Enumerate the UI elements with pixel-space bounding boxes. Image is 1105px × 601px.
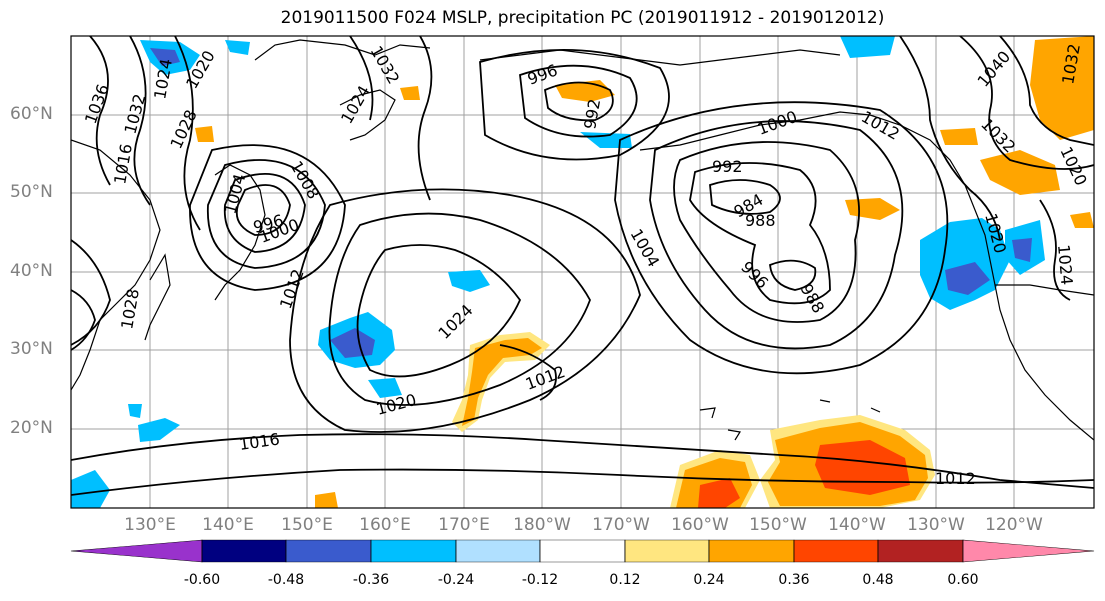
precip-negative-area: [945, 262, 990, 295]
map-title: 2019011500 F024 MSLP, precipitation PC (…: [280, 8, 885, 28]
lat-label: 50°N: [10, 182, 53, 202]
lon-label: 170°E: [438, 515, 490, 535]
lon-label: 130°E: [124, 515, 176, 535]
isobar: [999, 36, 1094, 146]
lon-label: 140°E: [202, 515, 254, 535]
isobar: [673, 141, 860, 323]
lon-label: 150°E: [281, 515, 333, 535]
precip-positive-area: [698, 478, 740, 508]
isobar: [614, 101, 949, 375]
precip-negative-area: [448, 270, 490, 292]
colorbar-tick-label: 0.48: [862, 572, 894, 588]
isobar: [543, 81, 614, 122]
isobar: [189, 144, 346, 291]
colorbar-segment: [70, 539, 203, 563]
lon-label: 180°W: [513, 515, 571, 535]
precip-shading: [71, 36, 1094, 508]
colorbar-tick-label: 0.12: [609, 572, 641, 588]
colorbar-segment: [201, 539, 287, 563]
isobar: [174, 36, 201, 231]
precip-positive-area: [462, 338, 542, 426]
colorbar-segment: [962, 539, 1095, 563]
isobar: [71, 468, 1094, 496]
lat-label: 30°N: [10, 339, 53, 359]
isobar: [89, 36, 111, 186]
precip-negative-area: [71, 470, 110, 508]
precip-negative-area: [368, 378, 402, 398]
colorbar-segment: [793, 539, 879, 563]
precip-positive-area: [1070, 212, 1094, 228]
precip-positive-area: [315, 492, 338, 508]
mslp-contours: [71, 36, 1094, 496]
colorbar-tick-label: -0.12: [521, 572, 559, 588]
colorbar: [70, 539, 1095, 563]
colorbar-tick-label: 0.60: [947, 572, 979, 588]
isobar: [479, 48, 670, 161]
precip-negative-area: [1012, 238, 1032, 262]
colorbar-tick-label: 0.24: [693, 572, 725, 588]
colorbar-segment: [539, 539, 626, 563]
isobar: [349, 36, 374, 121]
lon-label: 130°W: [907, 515, 965, 535]
contour-label: 988: [745, 211, 776, 230]
lon-label: 140°W: [828, 515, 886, 535]
precip-negative-area: [920, 218, 1010, 310]
colorbar-tick-label: -0.36: [352, 572, 390, 588]
isobar: [689, 162, 831, 305]
isobar: [289, 188, 641, 433]
precip-negative-area: [840, 36, 895, 58]
isobar: [417, 36, 433, 201]
precip-negative-area: [150, 48, 180, 66]
lon-label: 170°W: [592, 515, 650, 535]
colorbar-segment: [370, 539, 457, 563]
isobar: [899, 36, 1001, 241]
lon-label: 160°E: [359, 515, 411, 535]
colorbar-tick-label: 0.36: [778, 572, 810, 588]
isobar: [519, 64, 638, 138]
contour-label: 1012: [935, 469, 976, 488]
colorbar-segment: [455, 539, 541, 563]
isobar: [129, 36, 151, 206]
precip-negative-area: [128, 404, 142, 418]
isobar: [709, 179, 781, 215]
isobar: [328, 212, 591, 406]
precip-negative-area: [330, 328, 375, 358]
lat-lon-grid: [71, 36, 1094, 508]
precip-positive-area: [195, 126, 214, 142]
lat-label: 20°N: [10, 418, 53, 438]
isobar: [223, 172, 306, 253]
colorbar-segment: [285, 539, 372, 563]
lat-label: 40°N: [10, 261, 53, 281]
isobar: [71, 289, 96, 351]
colorbar-tick-label: -0.24: [437, 572, 475, 588]
lat-label: 60°N: [10, 104, 53, 124]
colorbar-segment: [877, 539, 964, 563]
colorbar-segment: [708, 539, 795, 563]
lon-label: 160°W: [671, 515, 729, 535]
isobar: [356, 244, 522, 378]
colorbar-segment: [624, 539, 710, 563]
contour-label: 992: [712, 157, 743, 176]
isobar: [1039, 199, 1071, 301]
isobar: [649, 120, 904, 350]
isobar: [235, 184, 291, 236]
precip-positive-area: [940, 128, 978, 145]
isobar: [71, 433, 1094, 489]
isobar: [959, 36, 1094, 170]
isobar: [769, 259, 817, 291]
lon-label: 150°W: [749, 515, 807, 535]
precip-positive-area: [980, 150, 1060, 195]
contour-label: 1024: [1054, 244, 1076, 286]
precip-positive-area: [1030, 36, 1094, 140]
precip-negative-area: [138, 418, 180, 442]
map-frame: [70, 35, 1095, 509]
isobar: [499, 344, 557, 401]
colorbar-tick-label: -0.60: [183, 572, 221, 588]
lon-label: 120°W: [985, 515, 1043, 535]
precip-negative-area: [225, 40, 250, 55]
colorbar-tick-label: -0.48: [267, 572, 305, 588]
precip-positive-area: [400, 86, 420, 100]
